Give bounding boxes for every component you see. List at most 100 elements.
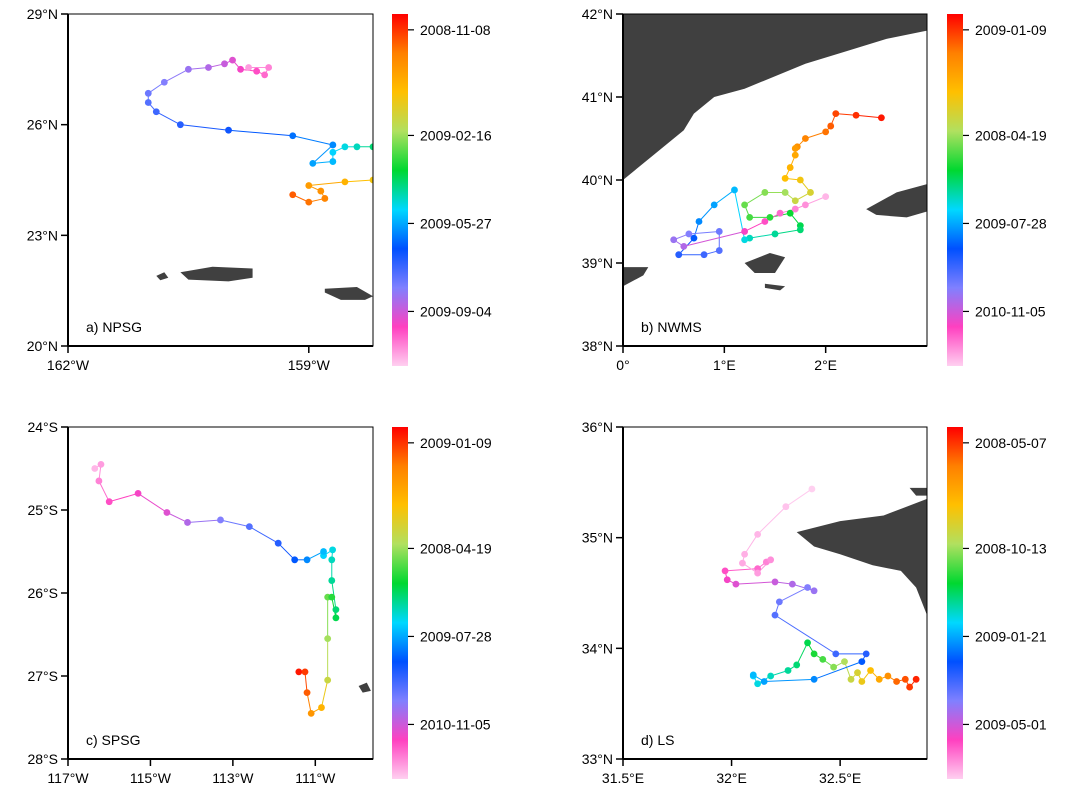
- float-position: [144, 99, 152, 106]
- float-position: [841, 658, 848, 666]
- float-position: [105, 498, 113, 506]
- x-tick-label: 159°W: [288, 357, 331, 373]
- float-position: [324, 635, 332, 643]
- track-segment: [304, 671, 308, 693]
- float-position: [786, 209, 794, 217]
- track-segment: [805, 196, 826, 206]
- float-position: [320, 548, 327, 555]
- float-position: [875, 675, 883, 683]
- float-position: [822, 128, 830, 136]
- track-segment: [109, 492, 139, 503]
- land-mass: [180, 266, 253, 282]
- track-segment: [735, 581, 776, 585]
- float-position: [332, 606, 340, 613]
- float-position: [852, 111, 860, 119]
- float-position: [245, 64, 252, 71]
- float-position: [303, 556, 311, 564]
- track-segment: [744, 192, 766, 206]
- track-segment: [749, 233, 776, 239]
- float-position: [700, 251, 708, 259]
- float-position: [176, 121, 184, 129]
- track-segment: [312, 144, 334, 164]
- float-position: [253, 67, 261, 75]
- float-position: [808, 485, 816, 493]
- float-position: [893, 678, 900, 685]
- x-tick-label: 0°: [616, 357, 629, 373]
- float-position: [884, 672, 892, 680]
- y-tick-label: 25°S: [27, 502, 58, 518]
- float-position: [410, 169, 417, 176]
- colorbar-tick-label: 2010-11-05: [975, 303, 1046, 319]
- float-position: [291, 556, 299, 564]
- track-segment: [757, 506, 787, 535]
- track-segment: [277, 542, 296, 561]
- float-position: [305, 198, 313, 206]
- panel-label: b) NWMS: [641, 319, 702, 335]
- track-segment: [320, 680, 329, 708]
- float-position: [710, 201, 718, 209]
- float-position: [245, 523, 253, 530]
- float-position: [906, 683, 914, 691]
- track-segment: [856, 114, 882, 119]
- float-position: [901, 675, 909, 683]
- float-position: [715, 228, 723, 235]
- colorbar-tick-label: 2009-01-09: [420, 435, 492, 451]
- float-position: [771, 230, 779, 238]
- land-mass: [796, 498, 927, 616]
- colorbar: [392, 427, 408, 779]
- float-position: [791, 205, 799, 213]
- float-position: [305, 182, 313, 189]
- y-tick-label: 24°S: [27, 419, 58, 435]
- float-position: [695, 218, 703, 225]
- float-position: [830, 663, 838, 671]
- y-tick-label: 27°S: [27, 668, 58, 684]
- track-segment: [813, 661, 863, 680]
- y-tick-label: 26°S: [27, 585, 58, 601]
- float-position: [819, 656, 827, 663]
- land-mass: [623, 267, 649, 287]
- track-segment: [180, 124, 229, 131]
- map-area: [623, 14, 927, 346]
- track-segment: [805, 131, 826, 139]
- float-position: [862, 650, 870, 658]
- track-segment: [308, 181, 345, 187]
- float-position: [205, 64, 212, 71]
- track-segment: [228, 129, 293, 137]
- colorbar-tick-label: 2008-04-19: [420, 540, 492, 556]
- float-position: [739, 559, 746, 567]
- float-position: [225, 126, 232, 134]
- float-position: [324, 676, 332, 684]
- track-segment: [774, 614, 837, 655]
- float-position: [760, 678, 768, 685]
- map-area: [68, 14, 417, 346]
- track-segment: [698, 204, 715, 222]
- float-position: [301, 668, 309, 676]
- x-tick-label: 32.5°E: [819, 770, 861, 786]
- colorbar-tick-label: 2009-02-16: [420, 127, 492, 143]
- float-position: [289, 132, 297, 140]
- land-mass: [764, 283, 786, 291]
- y-tick-label: 23°N: [27, 227, 58, 243]
- float-position: [867, 667, 874, 674]
- x-tick-label: 32°E: [716, 770, 747, 786]
- panel-label: d) LS: [641, 732, 674, 748]
- x-tick-label: 2°E: [814, 357, 837, 373]
- float-position: [822, 193, 830, 201]
- map-area: [68, 427, 373, 759]
- float-position: [221, 60, 228, 68]
- float-position: [767, 672, 775, 680]
- float-position: [754, 530, 762, 538]
- float-position: [329, 148, 337, 156]
- colorbar-tick-label: 2009-05-27: [420, 215, 492, 231]
- float-position: [791, 151, 799, 159]
- float-position: [802, 135, 809, 142]
- track-segment: [779, 587, 808, 603]
- track-segment: [744, 534, 759, 555]
- y-tick-label: 29°N: [27, 6, 58, 22]
- y-tick-label: 35°N: [582, 530, 613, 546]
- float-position: [715, 247, 723, 254]
- track-segment: [292, 135, 333, 146]
- float-position: [91, 465, 99, 472]
- float-position: [741, 236, 748, 244]
- y-tick-label: 39°N: [582, 255, 613, 271]
